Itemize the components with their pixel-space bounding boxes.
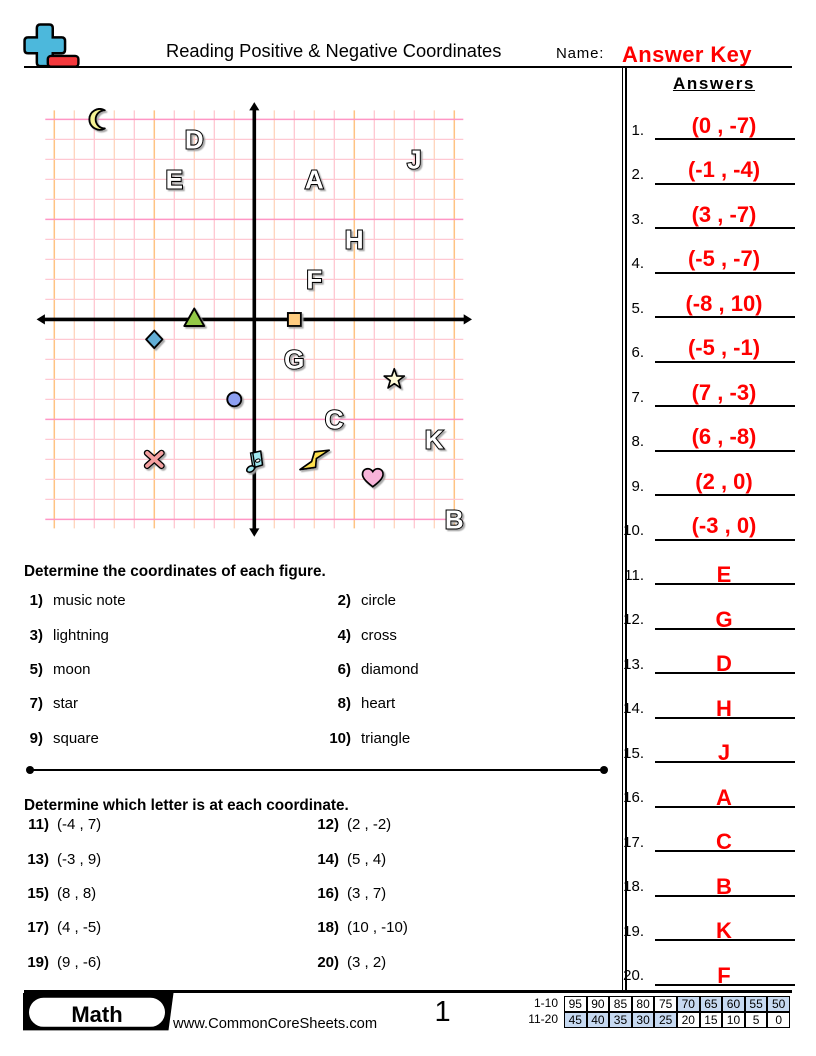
svg-text:A: A: [305, 165, 324, 195]
svg-text:F: F: [306, 265, 322, 295]
svg-text:B: B: [445, 505, 464, 535]
svg-text:D: D: [185, 125, 204, 155]
svg-text:K: K: [425, 425, 444, 455]
svg-text:C: C: [325, 405, 344, 435]
svg-text:J: J: [407, 145, 421, 175]
svg-text:H: H: [345, 225, 364, 255]
svg-text:G: G: [284, 345, 304, 375]
svg-text:E: E: [166, 165, 183, 195]
